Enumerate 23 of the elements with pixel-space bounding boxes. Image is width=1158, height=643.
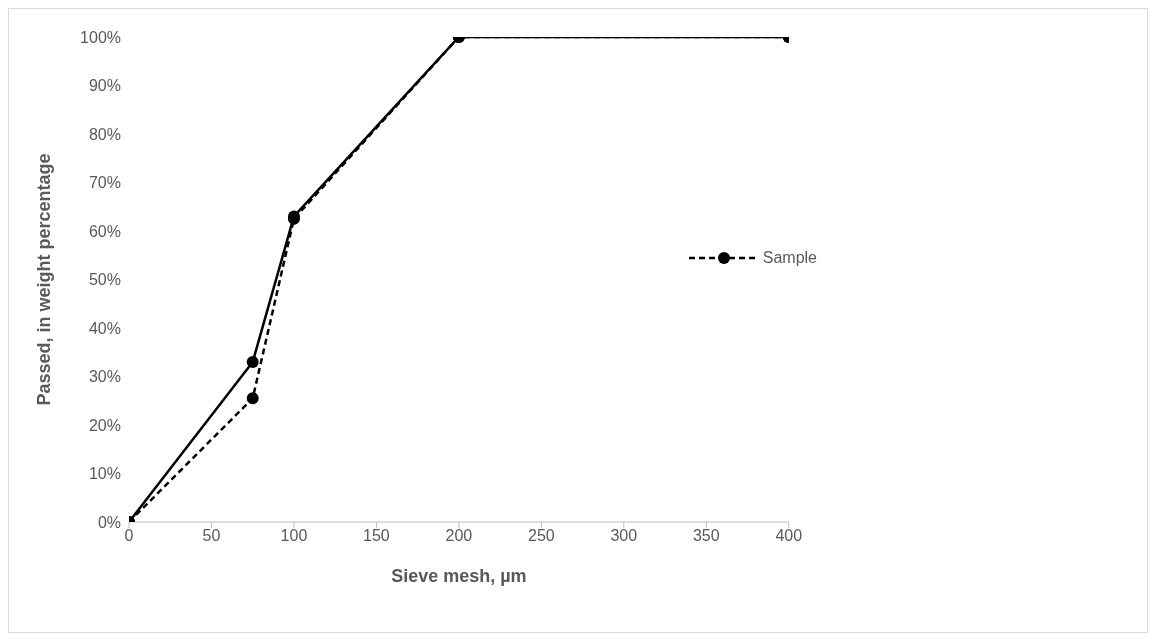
x-tick-label: 50 [202,527,221,545]
y-tick-label: 20% [88,416,121,434]
y-tick-label: 50% [88,271,121,289]
x-tick-label: 150 [363,527,390,545]
x-tick-label: 0 [124,527,134,545]
x-tick-label: 200 [445,527,473,545]
y-tick-label: 0% [97,513,121,531]
y-tick-label: 70% [88,174,121,192]
x-axis-title: Sieve mesh, µm [391,566,527,586]
y-tick-label: 90% [88,77,121,95]
x-tick-label: 250 [527,527,555,545]
y-tick-label: 10% [88,465,121,483]
x-tick-label: 400 [775,527,803,545]
y-tick-label: 80% [88,125,121,143]
x-tick-label: 350 [692,527,720,545]
y-tick-label: 100% [80,28,121,46]
y-axis-title: Passed, in weight percentage [34,153,55,406]
y-tick-label: 60% [88,222,121,240]
x-tick-label: 100 [280,527,308,545]
x-tick-label: 300 [610,527,638,545]
y-tick-label: 30% [88,368,121,386]
legend-label: Sample [762,249,817,267]
y-tick-label: 40% [88,319,121,337]
